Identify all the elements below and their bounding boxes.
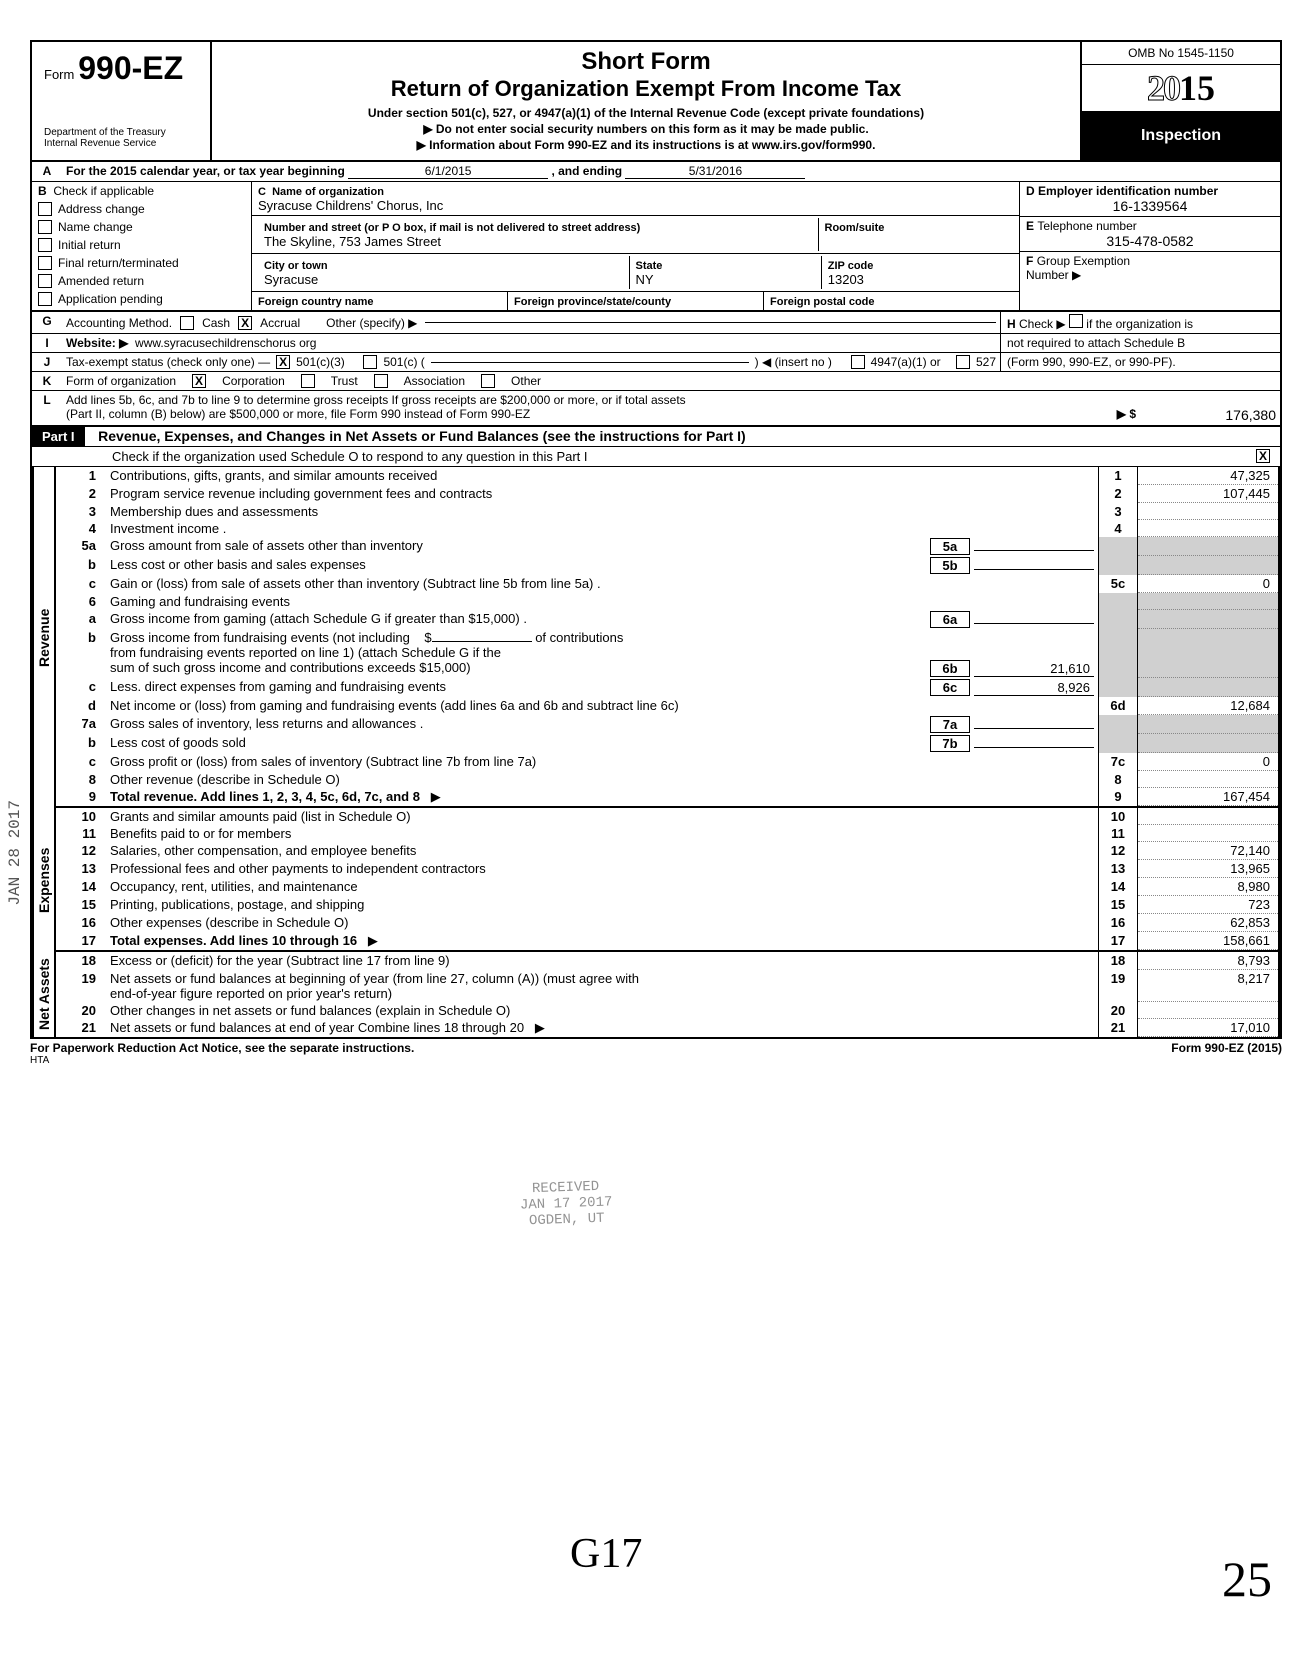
street: The Skyline, 753 James Street	[264, 234, 441, 249]
cb-app-pending[interactable]: Application pending	[32, 290, 251, 308]
cb-schedule-o[interactable]	[1256, 449, 1270, 463]
hta: HTA	[30, 1055, 1282, 1066]
cb-501c3[interactable]	[276, 355, 290, 369]
cb-4947[interactable]	[851, 355, 865, 369]
cb-527[interactable]	[956, 355, 970, 369]
revenue-section: Revenue 1Contributions, gifts, grants, a…	[30, 467, 1282, 808]
received-stamp: RECEIVED JAN 17 2017 OGDEN, UT	[519, 1178, 613, 1229]
cb-cash[interactable]	[180, 316, 194, 330]
city: Syracuse	[264, 272, 318, 287]
subtitle-3: ▶ Information about Form 990-EZ and its …	[222, 138, 1070, 152]
expenses-section: Expenses 10Grants and similar amounts pa…	[30, 808, 1282, 952]
section-b: B Check if applicable Address change Nam…	[32, 182, 252, 310]
cb-initial-return[interactable]: Initial return	[32, 236, 251, 254]
row-g-h: G Accounting Method. Cash Accrual Other …	[30, 312, 1282, 334]
row-l: L Add lines 5b, 6c, and 7b to line 9 to …	[30, 391, 1282, 427]
org-name: Syracuse Childrens' Chorus, Inc	[258, 198, 443, 213]
footer: For Paperwork Reduction Act Notice, see …	[30, 1039, 1282, 1055]
side-date-stamp: JAN 28 2017	[6, 800, 24, 906]
handwrite-g17: G17	[570, 1530, 642, 1578]
section-c: C Name of organization Syracuse Children…	[252, 182, 1020, 310]
tax-year: 2015	[1082, 65, 1280, 111]
form-header: Form 990-EZ Department of the Treasury I…	[30, 40, 1282, 162]
cb-amended[interactable]: Amended return	[32, 272, 251, 290]
omb-number: OMB No 1545-1150	[1082, 42, 1280, 65]
zip: 13203	[828, 272, 864, 287]
cb-schedule-b[interactable]	[1069, 314, 1083, 328]
cb-accrual[interactable]	[238, 316, 252, 330]
open-public-badge: Inspection	[1082, 111, 1280, 160]
cb-final-return[interactable]: Final return/terminated	[32, 254, 251, 272]
cb-name-change[interactable]: Name change	[32, 218, 251, 236]
cb-assoc[interactable]	[374, 374, 388, 388]
cb-trust[interactable]	[301, 374, 315, 388]
row-k: K Form of organization Corporation Trust…	[30, 372, 1282, 391]
section-h: H Check ▶ if the organization is	[1000, 312, 1280, 333]
info-block: B Check if applicable Address change Nam…	[30, 182, 1282, 312]
handwrite-25: 25	[1222, 1550, 1272, 1608]
dept-label: Department of the Treasury Internal Reve…	[44, 127, 198, 149]
state: NY	[636, 272, 654, 287]
row-i: I Website: ▶ www.syracusechildrenschorus…	[30, 334, 1282, 353]
part-1-check: Check if the organization used Schedule …	[30, 447, 1282, 467]
form-id-box: Form 990-EZ Department of the Treasury I…	[32, 42, 212, 160]
cb-address-change[interactable]: Address change	[32, 200, 251, 218]
form-title-box: Short Form Return of Organization Exempt…	[212, 42, 1080, 160]
form-label: Form	[44, 67, 74, 82]
website: www.syracusechildrenschorus org	[135, 336, 316, 350]
cb-501c[interactable]	[363, 355, 377, 369]
cb-corp[interactable]	[192, 374, 206, 388]
form-number: 990-EZ	[78, 50, 183, 86]
form-header-right: OMB No 1545-1150 2015 Inspection	[1080, 42, 1280, 160]
row-j: J Tax-exempt status (check only one) — 5…	[30, 353, 1282, 372]
part-1-header: Part I Revenue, Expenses, and Changes in…	[30, 427, 1282, 447]
subtitle-2: ▶ Do not enter social security numbers o…	[222, 122, 1070, 136]
gross-receipts: 176,380	[1136, 407, 1276, 423]
phone: 315-478-0582	[1026, 233, 1274, 249]
row-a: A For the 2015 calendar year, or tax yea…	[30, 162, 1282, 182]
netassets-section: Net Assets 18Excess or (deficit) for the…	[30, 952, 1282, 1039]
subtitle-1: Under section 501(c), 527, or 4947(a)(1)…	[222, 106, 1070, 120]
ein: 16-1339564	[1026, 198, 1274, 214]
title-short-form: Short Form	[222, 48, 1070, 76]
title-return: Return of Organization Exempt From Incom…	[222, 76, 1070, 102]
cb-other-org[interactable]	[481, 374, 495, 388]
section-def: D Employer identification number16-13395…	[1020, 182, 1280, 310]
